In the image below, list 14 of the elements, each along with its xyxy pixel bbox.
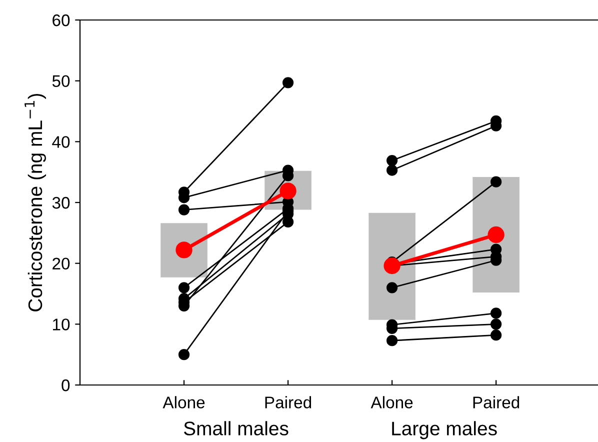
- x-tick-label: Alone: [162, 396, 205, 408]
- y-tick-label: 40: [52, 136, 70, 148]
- y-tick-label: 60: [52, 14, 70, 26]
- y-tick-label: 30: [52, 196, 70, 209]
- y-tick-label: 50: [52, 75, 70, 88]
- y-tick-label: 10: [53, 318, 70, 330]
- y-tick-label: 20: [52, 258, 70, 270]
- x-tick-label: Paired: [473, 396, 520, 408]
- x-tick-label: Paired: [265, 396, 312, 408]
- x-tick-label: Alone: [370, 396, 413, 408]
- text: Large males: [392, 421, 497, 440]
- y-axis-title: Corticosterone (ng mL$^{−1}$): [24, 94, 46, 312]
- y-tick-label: 0: [62, 379, 70, 392]
- text: Small males: [184, 421, 288, 436]
